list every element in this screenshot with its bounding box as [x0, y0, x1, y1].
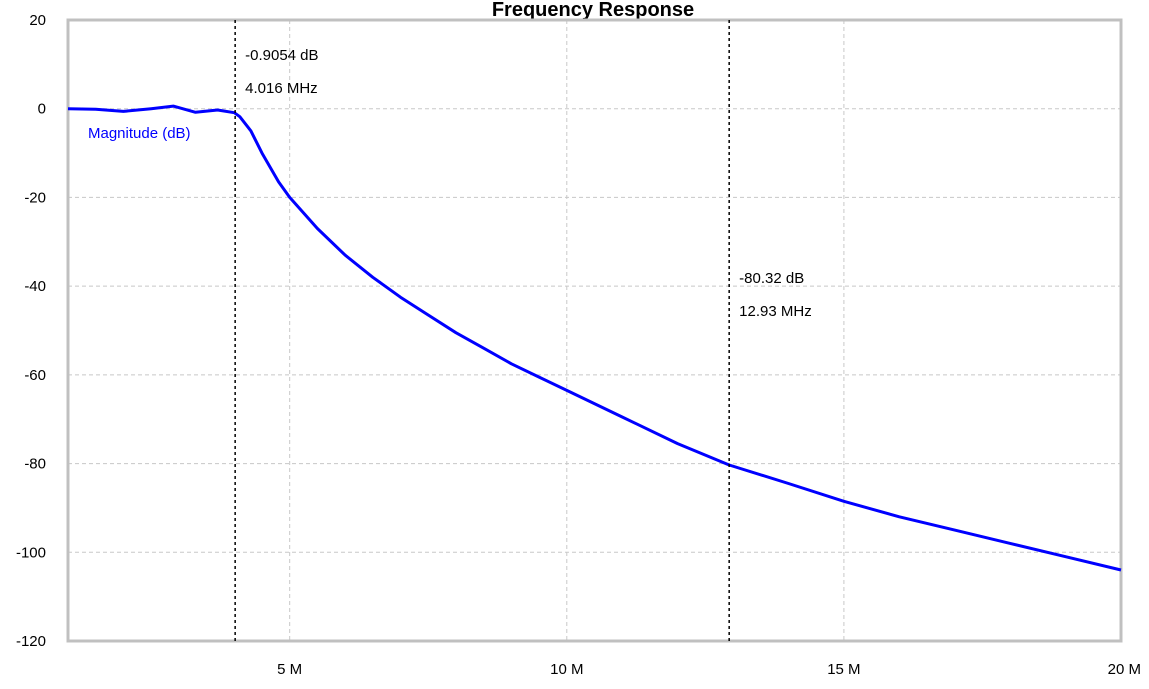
cursor-db-readout: -80.32 dB [739, 270, 804, 287]
grid [68, 20, 1121, 641]
series-line-magnitude [67, 104, 1122, 572]
x-tick-label: 15 M [827, 661, 860, 678]
cursor-frequency-readout: 4.016 MHz [245, 80, 318, 97]
plot-frame [66, 18, 1123, 643]
y-tick-label: -120 [16, 633, 46, 650]
y-tick-label: -40 [24, 278, 46, 295]
y-tick-label: -20 [24, 189, 46, 206]
cursor-frequency-readout: 12.93 MHz [739, 303, 812, 320]
y-tick-label: -80 [24, 456, 46, 473]
x-tick-label: 10 M [550, 661, 583, 678]
x-tick-label: 20 M [1108, 661, 1141, 678]
y-axis-ticks: 20 0 -20 -40 -60 -80 -100 -120 [16, 12, 46, 650]
series-group: Magnitude (dB) [67, 104, 1122, 572]
y-tick-label: -100 [16, 544, 46, 561]
y-tick-label: 0 [38, 101, 46, 118]
cursor-group: -0.9054 dB 4.016 MHz -80.32 dB 12.93 MHz [234, 20, 812, 641]
x-tick-label: 5 M [277, 661, 302, 678]
cursor-db-readout: -0.9054 dB [245, 47, 318, 64]
series-label: Magnitude (dB) [88, 125, 191, 142]
y-tick-label: -60 [24, 367, 46, 384]
y-tick-label: 20 [29, 12, 46, 29]
x-axis-ticks: 5 M 10 M 15 M 20 M [277, 661, 1141, 678]
chart-title: Frequency Response [492, 0, 694, 21]
